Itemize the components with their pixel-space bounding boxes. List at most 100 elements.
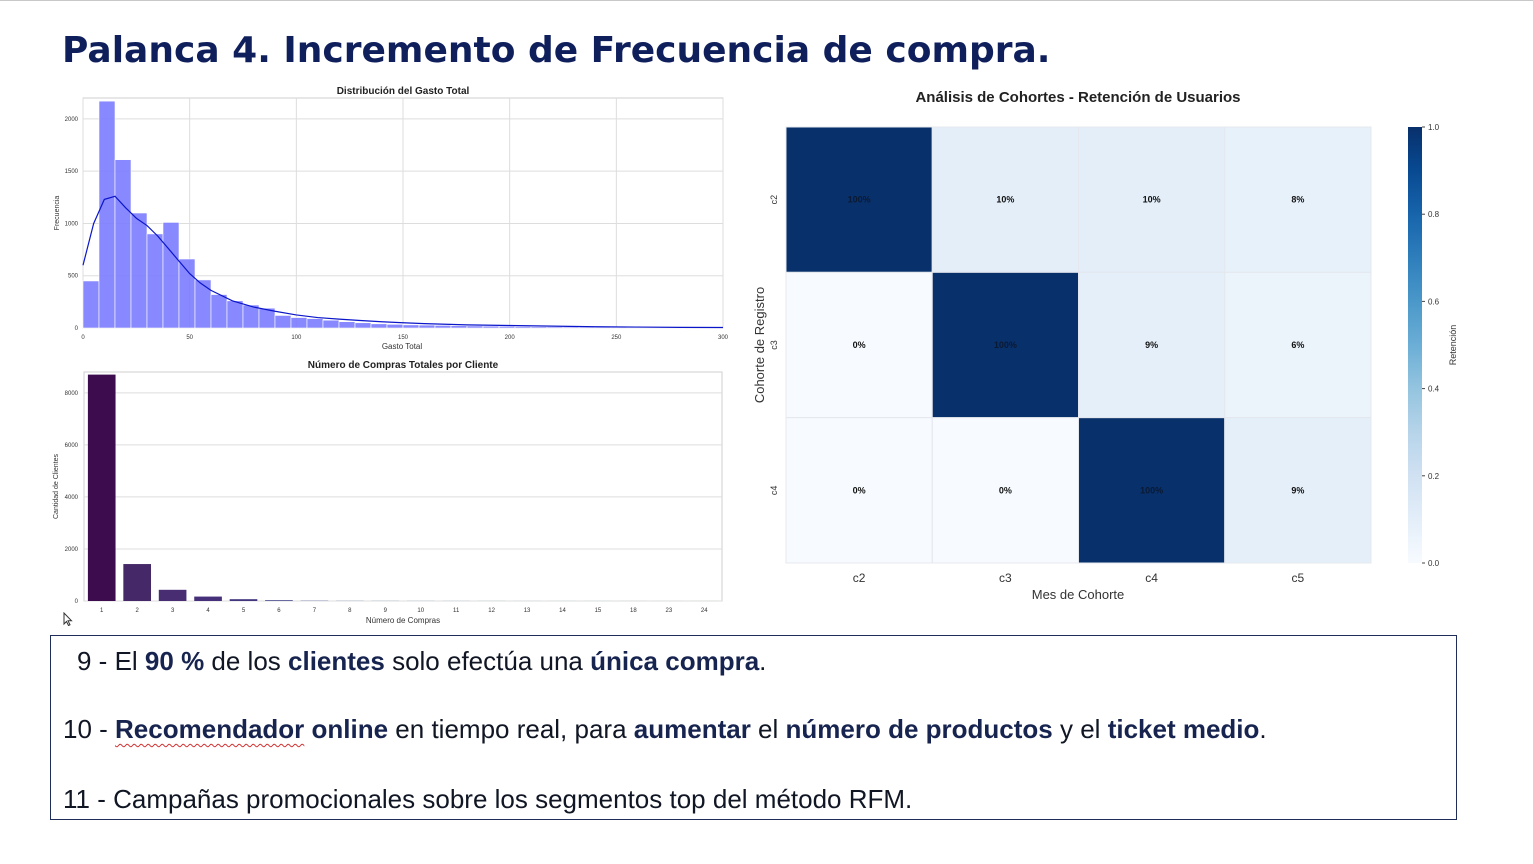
bar — [194, 596, 222, 601]
colorbar — [1408, 127, 1422, 563]
x-tick-label: 0 — [81, 335, 85, 341]
cell-label: 6% — [1291, 340, 1304, 350]
x-tick-label: 5 — [242, 608, 246, 614]
y-tick-label: c3 — [769, 340, 779, 350]
bar — [158, 589, 187, 601]
note-9-text: solo efectúa una — [384, 646, 591, 676]
cell-label: 100% — [1140, 485, 1163, 495]
x-tick-label: 9 — [384, 608, 388, 614]
x-tick-label: 18 — [630, 608, 637, 614]
x-tick-label: 4 — [206, 608, 210, 614]
x-tick-label: 13 — [524, 608, 531, 614]
x-axis-label: Mes de Cohorte — [1032, 587, 1125, 602]
y-tick-label: c2 — [769, 195, 779, 205]
colorbar-label: Retención — [1448, 325, 1458, 366]
note-9-text: 9 - El — [77, 646, 145, 676]
heatmap-cell — [785, 271, 933, 419]
x-tick-label: 12 — [488, 608, 495, 614]
x-axis-label: Gasto Total — [382, 342, 423, 351]
note-10-text: 10 - — [63, 714, 116, 744]
y-tick-label: 500 — [68, 274, 79, 280]
cell-label: 10% — [1143, 195, 1161, 205]
x-tick-label: c5 — [1292, 571, 1305, 585]
cell-label: 9% — [1145, 340, 1158, 350]
note-9: 9 - El 90 % de los clientes solo efectúa… — [77, 646, 766, 677]
x-tick-label: 1 — [100, 608, 104, 614]
cohort-heatmap: 100% 10% 10% 8% 0% 100% 9% 6% 0% 0% 100% 9% c2 c3 c4 c5… — [752, 89, 1458, 602]
note-10-text: el — [750, 714, 786, 744]
cell-label: 100% — [848, 195, 871, 205]
note-11: 11 - Campañas promocionales sobre los se… — [63, 784, 912, 815]
note-10-bold-recommender: Recomendador — [115, 714, 305, 744]
x-tick-label: 15 — [595, 608, 602, 614]
note-10-bold-online: online — [304, 714, 389, 744]
y-tick-label: 1500 — [65, 169, 79, 175]
cell-label: 10% — [996, 195, 1014, 205]
y-tick-label: 2000 — [65, 117, 79, 123]
heatmap-cell — [1224, 271, 1372, 419]
x-tick-label: c2 — [853, 571, 866, 585]
heatmap-cell — [1224, 417, 1372, 564]
y-tick-label: 6000 — [65, 443, 79, 449]
colorbar-tick-label: 0.2 — [1428, 472, 1440, 481]
mouse-cursor-icon — [63, 611, 73, 627]
x-tick-label: 23 — [665, 608, 672, 614]
bar — [265, 600, 293, 601]
y-tick-label: c4 — [769, 486, 779, 496]
bar — [87, 374, 116, 601]
slide-top-border — [0, 0, 1533, 1]
note-10-bold-increase: aumentar — [633, 714, 751, 744]
y-tick-label: 4000 — [65, 495, 79, 501]
note-10-bold-ticket: ticket medio — [1107, 714, 1260, 744]
x-tick-label: 24 — [701, 608, 708, 614]
cell-label: 0% — [999, 485, 1012, 495]
chart-title: Número de Compras Totales por Cliente — [308, 360, 499, 371]
x-tick-label: 11 — [453, 608, 460, 614]
heatmap-cell — [931, 271, 1079, 419]
y-tick-label: 2000 — [65, 547, 79, 553]
x-tick-label: 250 — [611, 335, 622, 341]
colorbar-tick-label: 0.6 — [1428, 297, 1440, 306]
heatmap-cell — [785, 126, 933, 273]
cell-label: 9% — [1291, 485, 1304, 495]
heatmap-cell — [1224, 126, 1372, 273]
x-tick-label: 14 — [559, 608, 566, 614]
heatmap-cell — [1078, 417, 1226, 564]
x-axis-label: Número de Compras — [366, 616, 440, 625]
cell-label: 8% — [1291, 195, 1304, 205]
y-axis-label: Frecuencia — [54, 196, 61, 231]
x-tick-label: 3 — [171, 608, 175, 614]
note-9-text: de los — [204, 646, 289, 676]
chart-title: Análisis de Cohortes - Retención de Usua… — [915, 89, 1240, 106]
y-tick-label: 0 — [75, 599, 79, 605]
bar — [123, 564, 151, 601]
plot-area — [83, 371, 723, 602]
note-10-text: y el — [1052, 714, 1108, 744]
chart-title: Distribución del Gasto Total — [337, 86, 470, 97]
heatmap-cell — [785, 417, 933, 564]
y-axis-label: Cantidad de Clientes — [53, 454, 60, 519]
y-tick-label: 8000 — [65, 391, 79, 397]
note-9-text: . — [759, 646, 767, 676]
cell-label: 100% — [994, 340, 1017, 350]
kde-line — [82, 195, 724, 329]
notes-box: 9 - El 90 % de los clientes solo efectúa… — [50, 635, 1457, 820]
x-tick-label: c3 — [999, 571, 1012, 585]
note-9-bold-clients: clientes — [288, 646, 385, 676]
heatmap-cell — [1078, 126, 1226, 273]
bar — [229, 599, 258, 601]
note-10: 10 - Recomendador online en tiempo real,… — [63, 714, 1267, 745]
x-tick-label: 10 — [417, 608, 424, 614]
colorbar-tick-label: 0.0 — [1428, 559, 1440, 568]
cell-label: 0% — [853, 340, 866, 350]
x-tick-label: c4 — [1145, 571, 1158, 585]
x-tick-label: 100 — [291, 335, 302, 341]
note-11-text: 11 - Campañas promocionales sobre los se… — [63, 784, 913, 814]
x-tick-label: 50 — [186, 335, 193, 341]
note-10-text: en tiempo real, para — [388, 714, 634, 744]
x-tick-label: 7 — [313, 608, 317, 614]
slide-title: Palanca 4. Incremento de Frecuencia de c… — [62, 30, 1051, 71]
note-10-bold-products: número de productos — [785, 714, 1053, 744]
x-tick-label: 2 — [135, 608, 139, 614]
